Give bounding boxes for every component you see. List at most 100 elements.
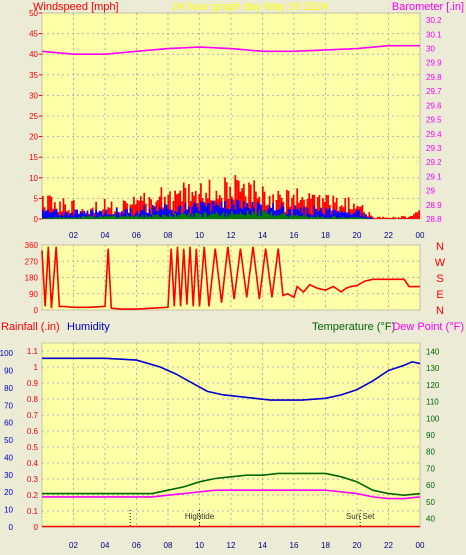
y-tick-label: 15	[29, 153, 38, 162]
wind-bar	[138, 200, 140, 219]
wind-bar	[148, 197, 151, 219]
annotation-label: Sun Set	[346, 512, 375, 521]
y-right-tick-label: 29.5	[426, 116, 442, 125]
wind-bar	[107, 207, 109, 219]
y-right-tick-label: 100	[426, 414, 440, 423]
wind-bar	[177, 206, 180, 219]
wind-bar	[208, 203, 211, 219]
wind-bar	[206, 203, 209, 219]
wind-bar	[48, 212, 51, 219]
wind-bar	[110, 216, 113, 219]
wind-bar	[74, 217, 77, 219]
annotation-label: Hightide	[185, 512, 215, 521]
y-tick-label: 50	[29, 9, 38, 18]
wind-bar	[146, 216, 149, 219]
wind-bar	[122, 200, 125, 219]
wind-bar	[91, 210, 94, 219]
wind-bar	[131, 215, 134, 219]
y-tick-label: 35	[29, 71, 38, 80]
y-right-tick-label: 29.2	[426, 158, 442, 167]
wind-bar	[76, 209, 79, 219]
humidity-axis-label: Humidity	[67, 321, 110, 333]
y-right-tick-label: 30	[426, 45, 435, 54]
wind-bar	[387, 217, 390, 219]
wind-bar	[47, 195, 49, 219]
wind-bar	[344, 212, 347, 219]
wind-bar	[117, 212, 120, 219]
wind-bar	[203, 203, 206, 219]
wind-bar	[136, 215, 139, 219]
wind-bar	[346, 218, 348, 219]
wind-bar	[241, 213, 244, 219]
humidity-tick-label: 80	[4, 384, 13, 393]
wind-bar	[143, 205, 146, 219]
wind-bar	[344, 218, 347, 219]
wind-bar	[370, 217, 372, 219]
wind-bar	[84, 217, 87, 219]
wind-bar	[212, 213, 214, 219]
wind-bar	[55, 209, 58, 219]
wind-bar	[107, 216, 109, 219]
wind-bar	[244, 207, 247, 219]
wind-bar	[98, 211, 101, 219]
wind-bar	[225, 182, 228, 219]
y-tick-label: 0	[34, 215, 39, 224]
wind-bar	[50, 218, 53, 219]
wind-bar	[318, 195, 321, 219]
wind-bar	[299, 216, 302, 219]
wind-bar	[318, 210, 321, 219]
wind-bar	[232, 204, 235, 219]
wind-bar	[337, 210, 340, 219]
wind-bar	[43, 218, 46, 219]
dewpoint-axis-label: Dew Point (°F)	[392, 321, 464, 333]
wind-bar	[160, 217, 163, 219]
wind-bar	[201, 202, 204, 219]
y-right-tick-label: 140	[426, 347, 440, 356]
x-tick-label: 18	[321, 231, 330, 240]
wind-bar	[131, 204, 134, 219]
wind-bar	[380, 218, 383, 219]
wind-bar	[201, 216, 204, 219]
x-tick-label: 00	[416, 231, 425, 240]
wind-bar	[117, 217, 120, 219]
y-right-tick-label: 50	[426, 498, 435, 507]
wind-bar	[222, 212, 225, 219]
wind-bar	[279, 194, 281, 219]
wind-bar	[291, 214, 293, 219]
wind-bar	[176, 216, 178, 219]
wind-bar	[218, 216, 221, 219]
wind-bar	[282, 206, 285, 219]
wind-bar	[287, 217, 290, 219]
wind-bar	[48, 195, 51, 219]
wind-bar	[354, 217, 357, 219]
wind-bar	[210, 200, 213, 219]
wind-bar	[383, 217, 386, 219]
wind-bar	[150, 217, 152, 219]
wind-bar	[93, 217, 96, 219]
wind-bar	[205, 206, 207, 219]
wind-bar	[411, 215, 414, 219]
wind-bar	[296, 188, 298, 219]
wind-bar	[363, 217, 365, 219]
y-tick-label: 0	[34, 523, 39, 532]
wind-bar	[414, 212, 417, 219]
wind-bar	[361, 218, 364, 219]
y-right-tick-label: 29.1	[426, 172, 442, 181]
wind-bar	[64, 212, 67, 219]
wind-bar	[163, 204, 166, 219]
humidity-tick-label: 60	[4, 419, 13, 428]
wind-bar	[208, 215, 211, 219]
wind-bar	[346, 212, 348, 219]
wind-bar	[124, 216, 127, 219]
wind-bar	[389, 217, 391, 219]
wind-bar	[310, 198, 312, 219]
wind-bar	[52, 217, 55, 219]
wind-bar	[366, 217, 369, 219]
wind-bar	[256, 201, 259, 219]
wind-bar	[371, 216, 374, 219]
y-right-tick-label: 60	[426, 481, 435, 490]
wind-bar	[83, 210, 85, 219]
wind-bar	[165, 204, 168, 219]
humidity-tick-label: 0	[9, 523, 14, 532]
wind-bar	[399, 217, 402, 219]
